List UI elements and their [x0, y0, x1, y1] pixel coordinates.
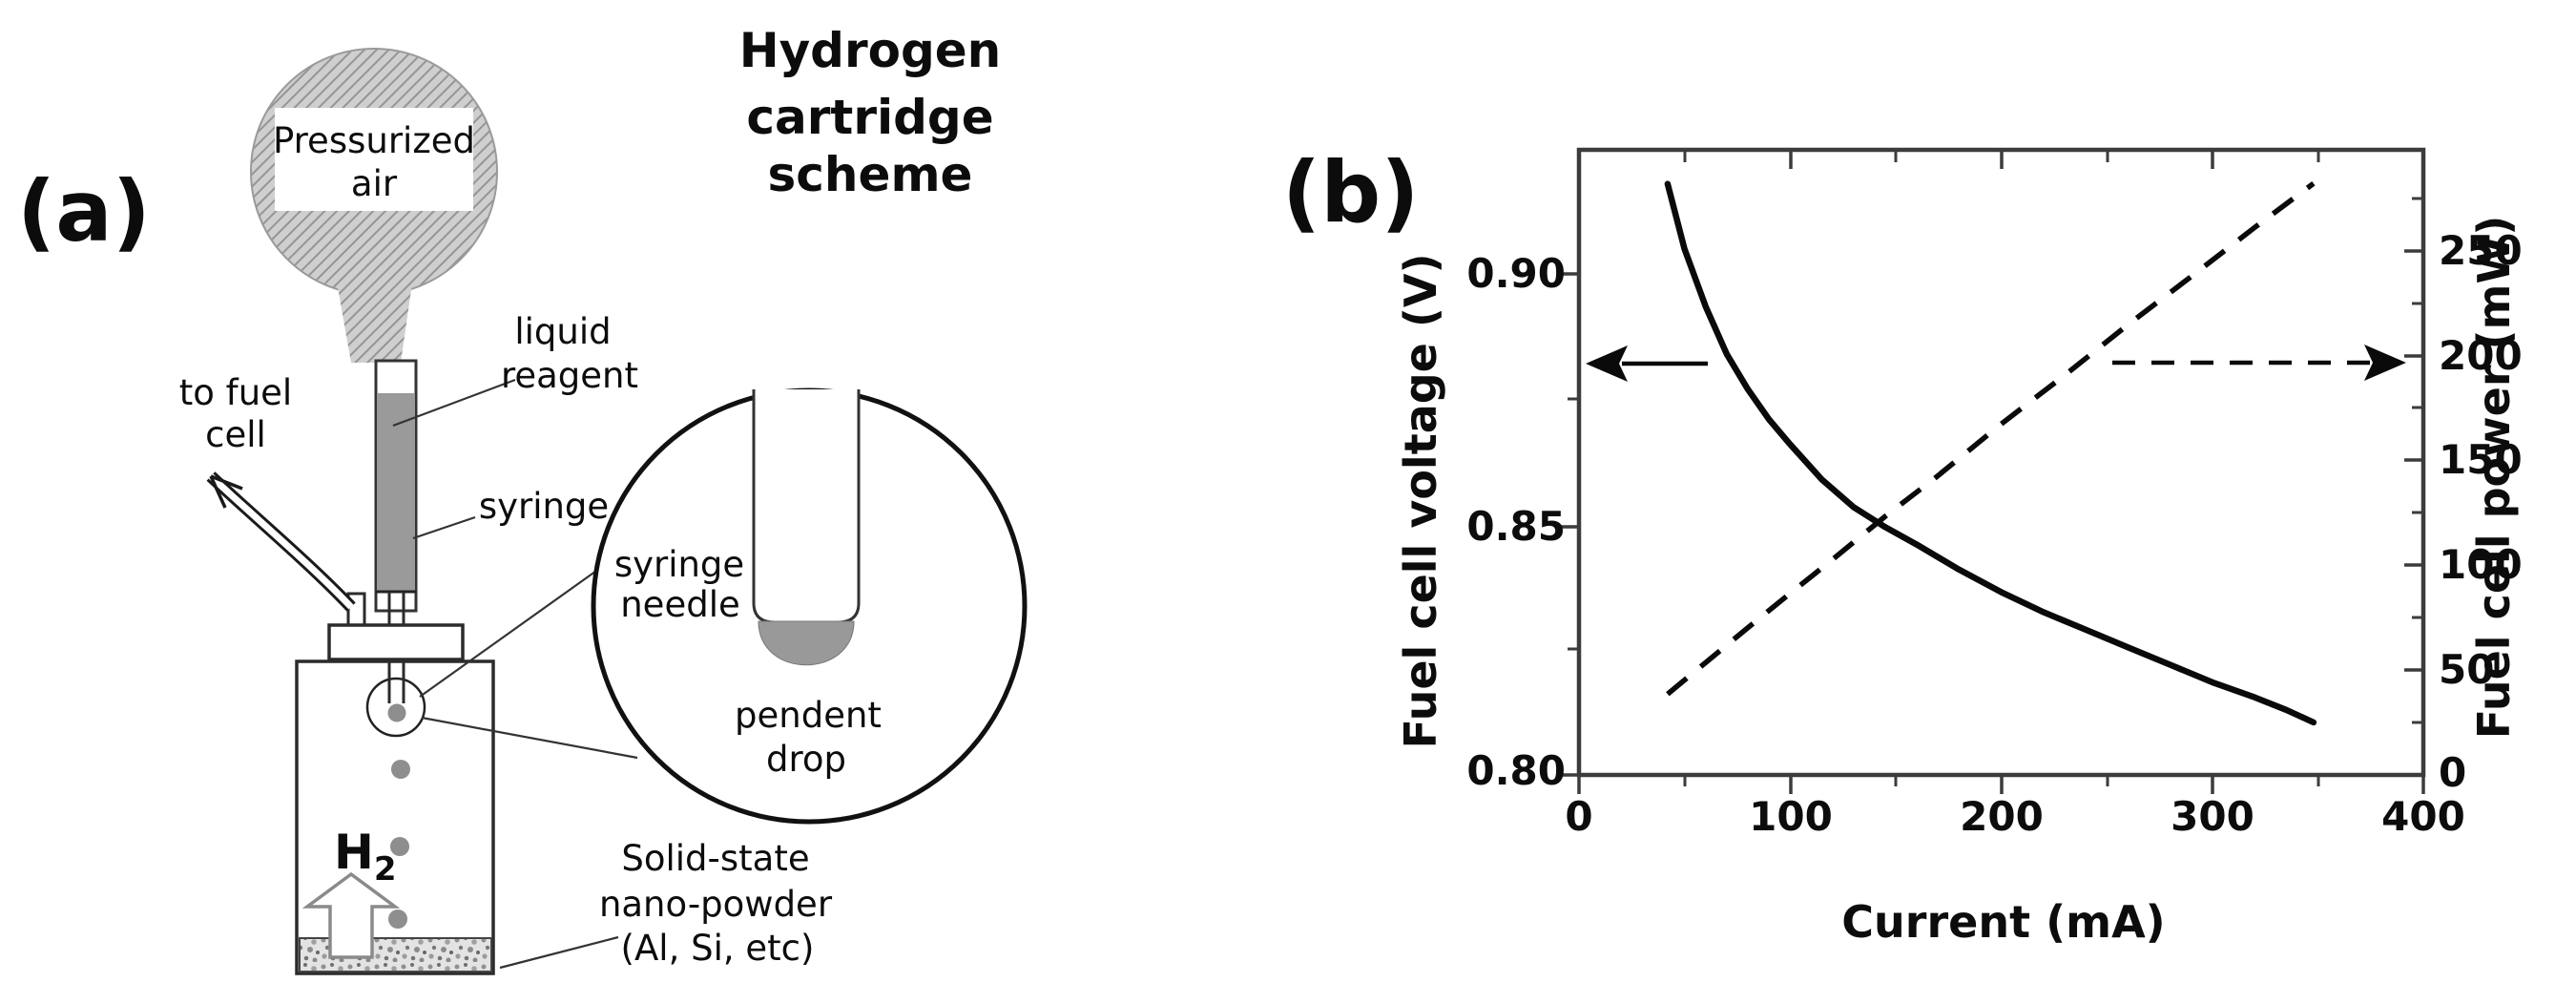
liquid-reagent-label-1: liquid — [514, 311, 611, 352]
y-left-axis-title: Fuel cell voltage (V) — [1395, 253, 1446, 748]
pressurized-air-box — [275, 108, 473, 211]
x-tick-400: 400 — [2381, 793, 2465, 840]
pendent-drop-label-1: pendent — [735, 695, 882, 736]
y-right-axis-title: Fuel cell power (mW) — [2468, 216, 2520, 740]
pendent-drop-label-2: drop — [766, 739, 846, 780]
h2-label: H2 — [334, 825, 397, 889]
power-curve — [1666, 180, 2316, 697]
to-fuel-cell-label-2: cell — [205, 414, 266, 455]
y-right-tick-200: 200 — [2439, 332, 2523, 379]
nano-powder-layer — [299, 937, 492, 973]
pressurized-air-label-1: Pressurized — [273, 120, 475, 161]
inset-pendent-drop — [758, 620, 855, 666]
cartridge-cap — [327, 623, 465, 661]
fuel-cell-tube-inner — [208, 473, 354, 610]
panel-b-chart: (b) 0 100 200 300 400 0.90 0.85 — [1282, 143, 2523, 948]
pressurized-air-label-2: air — [351, 163, 398, 204]
nano-powder-label-3: (Al, Si, etc) — [621, 928, 815, 969]
tube-arrowhead — [209, 474, 243, 509]
y-left-major-ticks — [1560, 272, 1579, 777]
y-left-tick-085: 0.85 — [1466, 503, 1566, 550]
plot-frame — [1576, 147, 2426, 778]
syringe-needle-label-2: needle — [620, 584, 740, 625]
y-right-major-ticks — [2404, 249, 2423, 672]
h2-symbol: H — [334, 825, 374, 880]
leader-syringe — [412, 515, 476, 540]
y-right-tick-250: 250 — [2439, 227, 2523, 274]
panel-a-label: (a) — [17, 162, 151, 261]
y-right-tick-150: 150 — [2439, 436, 2523, 483]
syringe-needle-label-1: syringe — [614, 544, 744, 585]
small-drop — [387, 703, 406, 722]
panel-a-diagram: (a) Hydrogen cartridge scheme Pressurize… — [17, 23, 1028, 975]
bulb-neck — [336, 277, 413, 363]
y-left-tick-090: 0.90 — [1466, 250, 1566, 297]
leader-inset-lower — [421, 716, 638, 760]
x-tick-300: 300 — [2171, 793, 2254, 840]
x-major-ticks — [1577, 775, 2425, 794]
y-right-tick-0: 0 — [2439, 749, 2466, 796]
x-axis-title: Current (mA) — [1841, 896, 2165, 948]
voltage-curve — [1664, 180, 2317, 726]
h2-subscript: 2 — [374, 850, 397, 889]
leader-nano-powder — [499, 935, 619, 970]
top-major-ticks — [1789, 150, 2214, 169]
right-axis-indicator-arrow — [2112, 345, 2406, 381]
y-right-tick-50: 50 — [2439, 646, 2494, 693]
title-line-3: scheme — [768, 147, 973, 202]
to-fuel-cell-label-1: to fuel — [179, 372, 292, 413]
y-right-minor-ticks — [2412, 197, 2423, 724]
title-line-2: cartridge — [746, 90, 993, 145]
title-line-1: Hydrogen — [739, 23, 1002, 78]
top-minor-ticks — [1683, 150, 2320, 162]
syringe-label: syringe — [479, 486, 609, 527]
h2-arrow — [301, 871, 401, 959]
panel-a-title: Hydrogen cartridge scheme — [739, 23, 1002, 202]
x-minor-ticks — [1683, 775, 2320, 786]
inset-needle — [752, 389, 861, 624]
liquid-reagent-fill — [378, 393, 414, 592]
panel-b-label: (b) — [1282, 143, 1419, 241]
bubble-1 — [391, 760, 410, 779]
liquid-reagent-label-2: reagent — [501, 355, 638, 396]
x-tick-200: 200 — [1960, 793, 2044, 840]
leader-liquid-reagent — [392, 378, 516, 428]
bubble-2 — [390, 837, 409, 856]
y-right-tick-100: 100 — [2439, 541, 2523, 588]
left-arrow-head-icon — [1586, 345, 1628, 382]
left-axis-indicator-arrow — [1586, 345, 1708, 382]
y-left-minor-ticks — [1568, 397, 1579, 651]
nano-powder-label-1: Solid-state — [621, 838, 809, 879]
bubble-3 — [388, 910, 407, 929]
x-tick-0: 0 — [1565, 793, 1592, 840]
nano-powder-label-2: nano-powder — [599, 884, 833, 925]
right-arrow-head-icon — [2364, 345, 2406, 381]
x-tick-100: 100 — [1749, 793, 1833, 840]
y-left-tick-080: 0.80 — [1466, 747, 1566, 794]
